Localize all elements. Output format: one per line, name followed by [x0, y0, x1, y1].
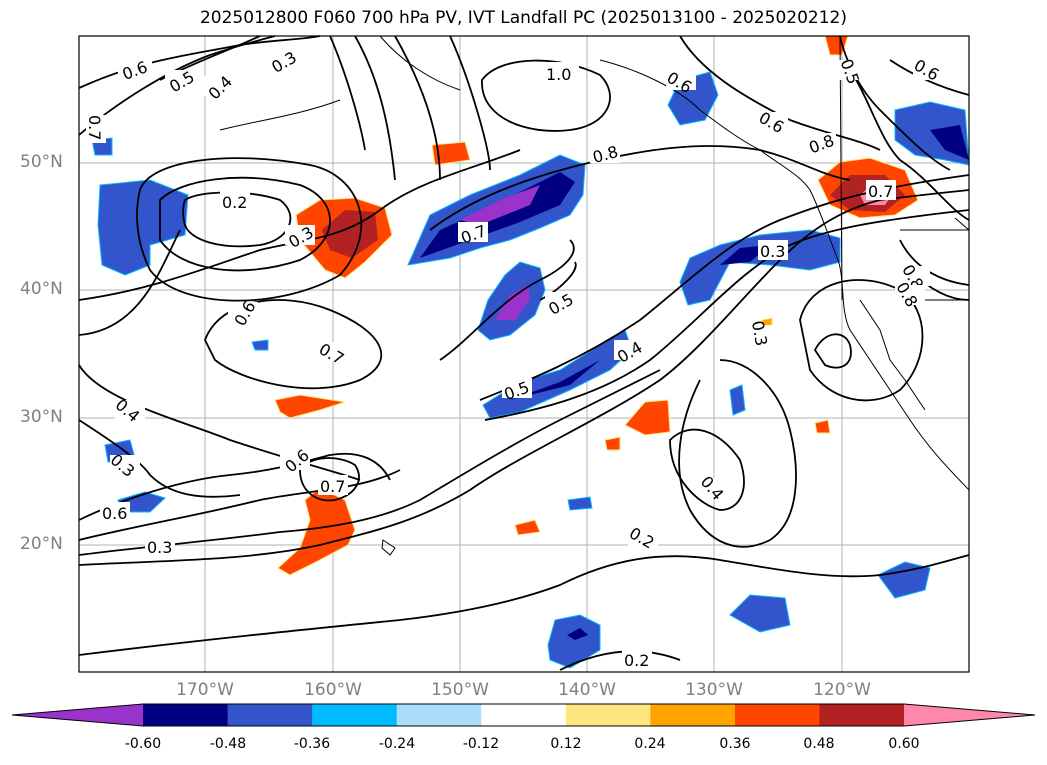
pos-region-mid-west — [274, 394, 346, 419]
colorbar-tick: -0.24 — [378, 736, 416, 752]
colorbar-tick: 0.12 — [550, 736, 582, 752]
neg-region-west — [97, 179, 189, 276]
contour-label: 1.0 — [546, 65, 571, 84]
lon-label-140w: 140°W — [558, 680, 616, 700]
contour-label: 0.7 — [320, 477, 345, 496]
colorbar-segment — [227, 704, 313, 726]
neg-region-small-7 — [729, 594, 791, 633]
colorbar-tick: -0.60 — [124, 736, 162, 752]
contour-label: 0.2 — [624, 651, 649, 670]
contour-label: 0.7 — [868, 182, 893, 201]
pos-region-south-central — [624, 399, 671, 436]
pos-region-small-b — [604, 436, 621, 451]
colorbar-tick: 0.48 — [803, 736, 835, 752]
lat-label-40n: 40°N — [20, 279, 63, 299]
colorbar-tick: 0.36 — [719, 736, 751, 752]
colorbar-extend-low — [12, 704, 143, 726]
map-title: 2025012800 F060 700 hPa PV, IVT Landfall… — [199, 8, 847, 28]
colorbar-segment — [819, 704, 905, 726]
contour-label: 0.2 — [222, 193, 247, 212]
colorbar-segment — [565, 704, 651, 726]
map-panel — [78, 35, 970, 673]
contour-label: 0.3 — [147, 538, 172, 557]
colorbar-segment — [396, 704, 482, 726]
lon-label-120w: 120°W — [813, 680, 871, 700]
colorbar — [11, 703, 1036, 727]
lon-label-130w: 130°W — [685, 680, 743, 700]
colorbar-segment — [734, 704, 820, 726]
pos-region-small-c — [814, 419, 831, 434]
colorbar-outline — [11, 703, 1036, 727]
pos-region-small-a — [514, 519, 541, 536]
contour-label: 0.6 — [102, 504, 127, 523]
negative-pc-shading — [91, 71, 970, 669]
neg-region-small-4 — [729, 384, 746, 416]
lon-label-170w: 170°W — [176, 680, 234, 700]
colorbar-segment — [481, 704, 567, 726]
contour-label-group: 0.6 0.5 0.4 0.3 1.0 0.6 0.5 0.6 0.6 0.2 … — [85, 48, 943, 670]
colorbar-segment — [143, 704, 229, 726]
lat-label-50n: 50°N — [20, 152, 63, 172]
lat-label-20n: 20°N — [20, 534, 63, 554]
colorbar-segment — [650, 704, 736, 726]
colorbar-segments — [11, 703, 1036, 727]
neg-region-small-8 — [547, 614, 601, 669]
neg-region-small-6 — [877, 561, 931, 599]
neg-region-small-9 — [251, 339, 269, 351]
contour-label: 0.7 — [85, 115, 104, 140]
contour-label: 0.3 — [748, 319, 771, 347]
pos-region-small-north — [431, 141, 471, 166]
colorbar-tick: -0.12 — [462, 736, 500, 752]
lon-label-160w: 160°W — [304, 680, 362, 700]
lat-label-30n: 30°N — [20, 407, 63, 427]
colorbar-tick: -0.48 — [209, 736, 247, 752]
colorbar-tick: -0.36 — [293, 736, 331, 752]
colorbar-tick: 0.60 — [888, 736, 920, 752]
colorbar-tick: 0.24 — [634, 736, 666, 752]
neg-region-east — [679, 229, 841, 306]
lon-label-150w: 150°W — [431, 680, 489, 700]
colorbar-segment — [312, 704, 398, 726]
colorbar-extend-high — [904, 704, 1035, 726]
neg-region-small-5 — [567, 496, 593, 511]
pos-region-south-west — [277, 487, 356, 576]
contour-label: 0.3 — [760, 242, 785, 261]
